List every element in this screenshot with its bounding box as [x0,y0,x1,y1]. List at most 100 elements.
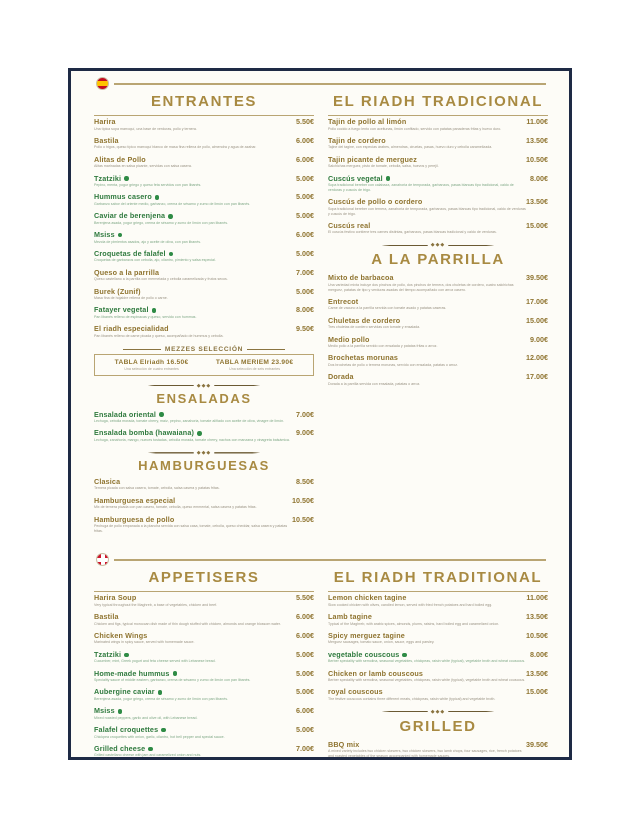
menu-item: Lemon chicken tagine 11.00€ Slow cooked ch… [328,593,548,607]
english-right-column: EL RIADH TRADITIONAL Lemon chicken tagin… [328,566,548,757]
menu-item-line: BBQ mix 39.50€ [328,740,548,749]
menu-item-name: Chicken Wings [94,630,148,640]
mezzes-option: TABLA MERIEM 23.90€ Una selección de seis… [216,359,294,371]
menu-item-line: Ensalada bomba (hawaiana) 9.00€ [94,428,314,437]
section-title-appetisers: APPETISERS [148,569,260,587]
menu-item-line: Lemon chicken tagine 11.00€ [328,593,548,602]
menu-item-description: Dorada a la parrilla servida con ensalad… [328,381,421,386]
menu-item-name: BBQ mix [328,739,360,749]
menu-item: Bastila 6.00€ Pollo o higos, queso típico … [94,136,314,150]
menu-item-description: Cucumber, mint, Greek yogurt and feta ch… [94,659,216,664]
menu-item-line: El riadh especialidad 9.50€ [94,324,314,333]
menu-item: Caviar de berenjena 5.00€ Berenjena asada,… [94,211,314,225]
menu-item: Brochetas morunas 12.00€ Dos brochetas de … [328,353,548,367]
menu-item-price: 13.50€ [526,668,548,678]
menu-item: Medio pollo 9.00€ Medio pollo a la parrill… [328,335,548,349]
menu-item-line: Aubergine caviar 5.00€ [94,687,314,696]
vegetarian-icon [117,232,123,238]
mezzes-rule-right [247,348,286,350]
menu-item: Alitas de Pollo 6.00€ Alitas marinadas en … [94,155,314,169]
menu-item-name: Bastila [94,135,119,145]
menu-item: Cuscús de pollo o cordero 13.50€ Sopa trad… [328,197,548,216]
menu-item-name: Cuscús real [328,220,371,230]
menu-item-description: Marinated wings in spicy sauce, served w… [94,640,195,645]
menu-item: Msiss 6.00€ Mixed roasted peppers, garlic … [94,706,314,720]
menu-item-line: Harira 5.50€ [94,117,314,126]
menu-item-line: Tzatziki 5.00€ [94,174,314,183]
menu-sheet: ENTRANTES Harira 5.50€ Una típica sopa mar… [74,71,568,757]
menu-item-price: 9.00€ [296,428,314,438]
menu-item-description: Queso castellano a la parrilla con merme… [94,277,228,282]
menu-item-name: Ensalada oriental [94,410,164,419]
menu-item-description: The festive couscous contains three diff… [328,696,496,701]
menu-item-price: 9.50€ [296,324,314,334]
vegetarian-icon [161,727,166,733]
menu-item: Mixto de barbacoa 39.50€ Una variedad mixt… [328,273,548,292]
menu-item-description: Slow cooked chicken with olives, candied… [328,602,493,607]
spanish-columns: ENTRANTES Harira 5.50€ Una típica sopa mar… [74,90,568,538]
menu-item-price: 6.00€ [296,154,314,164]
menu-item-name: Dorada [328,372,354,382]
menu-item-name: Alitas de Pollo [94,154,146,164]
menu-item-price: 5.00€ [296,668,314,678]
english-left-column: APPETISERS Harira Soup 5.50€ Very typical … [94,566,314,757]
menu-item-price: 39.50€ [526,273,548,283]
section-rule [94,591,314,593]
menu-item-description: Berber speciality with semolina, seasona… [328,678,526,683]
menu-item-line: royal couscous 15.00€ [328,687,548,696]
menu-item-description: Mixed roasted peppers, garlic and olive … [94,715,198,720]
menu-item-line: Dorada 17.00€ [328,372,548,381]
menu-item-line: Msiss 6.00€ [94,230,314,239]
menu-item: Dorada 17.00€ Dorada a la parrilla servida… [328,372,548,386]
mezzes-option-sub: Una selección de cuatro entrantes [124,366,179,371]
menu-item-price: 5.00€ [296,173,314,183]
menu-item-name: Msiss [94,706,123,715]
menu-item-name: Tajin de pollo al limón [328,117,407,126]
menu-item-price: 8.00€ [296,305,314,315]
flag-spain-icon [96,77,109,90]
menu-item-name: Harira [94,117,116,126]
menu-item-name: Tzatziki [94,650,129,659]
menu-item-description: Merguez sausages, tomato sauce, onion, s… [328,640,435,645]
vegetarian-icon [172,671,177,676]
menu-item-line: vegetable couscous 8.00€ [328,650,548,659]
menu-item-name: Aubergine caviar [94,687,163,696]
menu-item-description: Berenjena asada, yogur griego, crema de … [94,696,229,701]
menu-item-price: 15.00€ [526,315,548,325]
menu-item-name: Msiss [94,230,123,239]
menu-item-description: Ternera picada con salsa casera, tomate,… [94,486,220,491]
mezzes-option: TABLA Elriadh 16.50€ Una selección de cua… [115,359,189,371]
menu-item-description: Very typical throughout the Maghreb, a b… [94,602,218,607]
menu-item: Tajin de cordero 13.50€ Tajine del tagine,… [328,136,548,150]
menu-item-price: 15.00€ [526,220,548,230]
menu-item-description: Berenjena asada, yogur griego, crema de … [94,220,229,225]
menu-item: Chuletas de cordero 15.00€ Tres chuletas d… [328,316,548,330]
menu-item: Ensalada oriental 7.00€ Lechuga, cebolla m… [94,410,314,424]
menu-item-price: 13.50€ [526,135,548,145]
menu-item: Lamb tagine 13.50€ Typical of the Maghreb,… [328,612,548,626]
menu-item-line: Grilled cheese 7.00€ [94,744,314,753]
menu-item-price: 12.00€ [526,353,548,363]
menu-item-name: Chicken or lamb couscous [328,668,424,678]
menu-item: Msiss 6.00€ Mezcla de pimientos asados, aj… [94,230,314,244]
menu-item-description: Mezcla de pimientos asados, ajo y aceite… [94,239,202,244]
menu-item-price: 17.00€ [526,372,548,382]
menu-item-name: Harira Soup [94,593,137,603]
menu-item-line: Hamburguesa de pollo 10.50€ [94,515,314,524]
menu-item-name: Hummus casero [94,192,160,201]
menu-item-name: royal couscous [328,687,383,697]
menu-item: Harira Soup 5.50€ Very typical throughout … [94,593,314,607]
menu-item-description: Masa fina de hojaldre rellena de pollo o… [94,296,168,301]
menu-item-description: Pan libanés relleno de espinacas y queso… [94,314,197,319]
menu-item-description: Chickpea croquettes with onion, garlic, … [94,734,225,739]
menu-item-line: Brochetas morunas 12.00€ [328,353,548,362]
menu-item-line: Spicy merguez tagine 10.50€ [328,631,548,640]
divider-mid: ◆◆◆ [430,708,446,715]
divider-ornament: ◆◆◆ [94,450,314,456]
menu-item: Chicken or lamb couscous 13.50€ Berber spe… [328,669,548,683]
menu-item-price: 5.50€ [296,593,314,603]
section-title-riadh-tradicional: EL RIADH TRADICIONAL [332,93,544,110]
menu-item-line: Hamburguesa especial 10.50€ [94,496,314,505]
language-spacer [74,538,568,547]
menu-item-price: 5.50€ [296,117,314,126]
